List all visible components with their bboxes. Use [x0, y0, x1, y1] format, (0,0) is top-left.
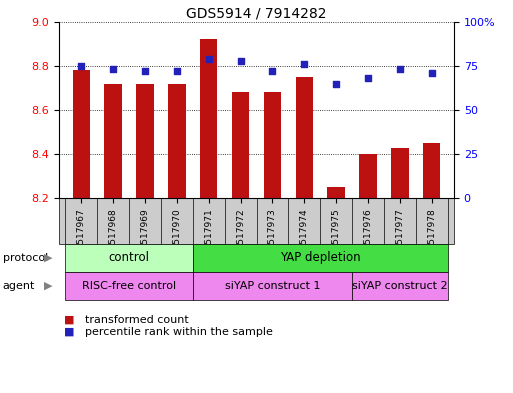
Point — [236, 57, 245, 64]
Point — [332, 80, 340, 86]
Point — [205, 55, 213, 62]
Text: ■: ■ — [64, 315, 74, 325]
Text: ▶: ▶ — [44, 253, 52, 263]
Text: RISC-free control: RISC-free control — [82, 281, 176, 291]
Bar — [136, 83, 154, 198]
Bar — [232, 92, 249, 198]
Text: YAP depletion: YAP depletion — [280, 251, 361, 264]
Bar — [104, 83, 122, 198]
Text: siYAP construct 2: siYAP construct 2 — [352, 281, 448, 291]
Point — [300, 61, 308, 67]
Point — [141, 68, 149, 74]
Bar — [359, 154, 377, 198]
Bar — [295, 77, 313, 198]
Point — [396, 66, 404, 72]
Bar — [423, 143, 441, 198]
Bar — [168, 83, 186, 198]
Point — [109, 66, 117, 72]
Point — [364, 75, 372, 81]
Bar — [264, 92, 281, 198]
Bar — [327, 187, 345, 198]
Text: GDS5914 / 7914282: GDS5914 / 7914282 — [186, 6, 327, 20]
Point — [77, 62, 85, 69]
Text: control: control — [109, 251, 150, 264]
Bar — [72, 70, 90, 198]
Point — [268, 68, 277, 74]
Point — [428, 70, 436, 76]
Bar — [200, 39, 218, 198]
Text: protocol: protocol — [3, 253, 48, 263]
Text: siYAP construct 1: siYAP construct 1 — [225, 281, 320, 291]
Text: transformed count: transformed count — [85, 315, 188, 325]
Text: agent: agent — [3, 281, 35, 291]
Point — [173, 68, 181, 74]
Bar — [391, 148, 409, 198]
Text: percentile rank within the sample: percentile rank within the sample — [85, 327, 272, 337]
Text: ▶: ▶ — [44, 281, 52, 291]
Text: ■: ■ — [64, 327, 74, 337]
